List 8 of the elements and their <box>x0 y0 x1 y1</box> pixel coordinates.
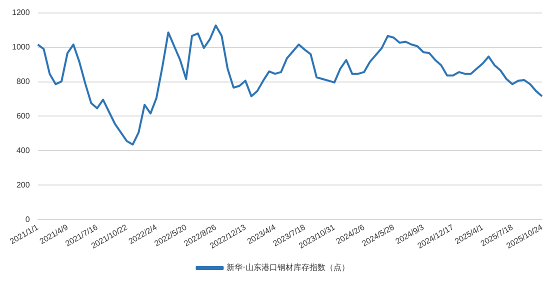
y-tick-label: 1200 <box>12 8 30 18</box>
y-tick-label: 800 <box>16 76 30 86</box>
y-tick-label: 200 <box>16 180 30 190</box>
legend-label: 新华·山东港口钢材库存指数（点） <box>226 263 350 272</box>
y-tick-label: 1000 <box>12 42 30 52</box>
y-tick-label: 0 <box>25 214 30 224</box>
y-tick-label: 400 <box>16 146 30 155</box>
y-tick-label: 600 <box>16 111 30 120</box>
